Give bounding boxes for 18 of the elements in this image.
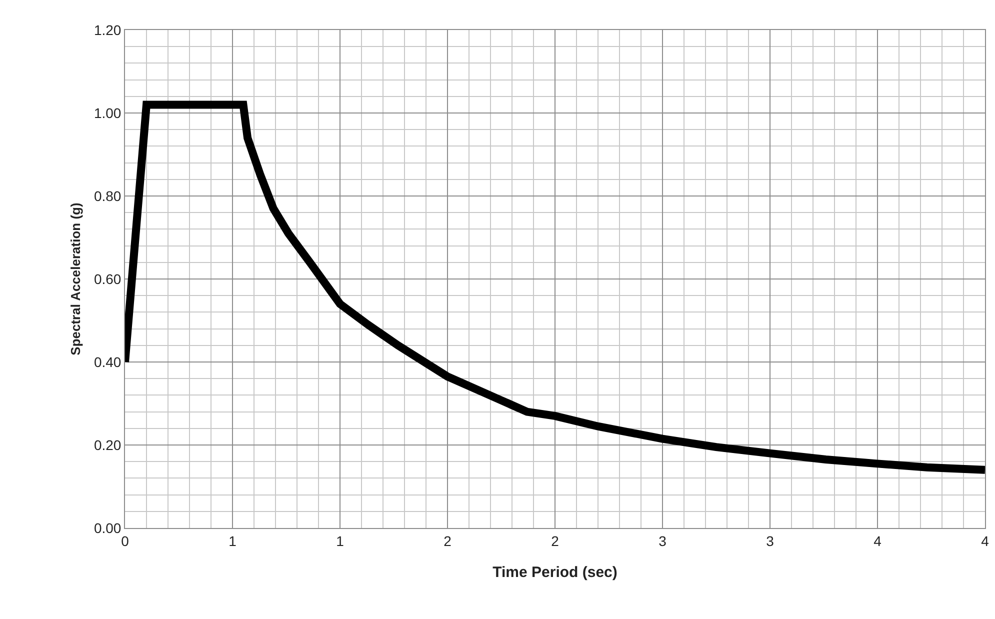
x-tick-label: 2	[444, 532, 452, 549]
y-tick-label: 0.80	[94, 188, 122, 204]
x-tick-label: 3	[766, 532, 774, 549]
y-tick-label: 0.20	[94, 436, 122, 453]
x-axis-title: Time Period (sec)	[492, 564, 618, 581]
y-tick-label: 0.60	[94, 270, 122, 287]
x-tick-label: 2	[551, 532, 560, 549]
y-tick-label: 0.00	[94, 520, 122, 536]
x-tick-label: 3	[658, 532, 667, 549]
x-tick-label: 4	[874, 532, 882, 549]
x-tick-label: 1	[228, 532, 237, 549]
x-tick-label: 1	[336, 532, 344, 549]
x-tick-label: 0	[121, 532, 130, 549]
y-tick-label: 1.00	[94, 104, 122, 121]
x-tick-label: 4	[981, 532, 990, 549]
y-tick-label: 0.40	[94, 354, 122, 370]
y-axis-title: Spectral Acceleration (g)	[68, 202, 83, 356]
y-tick-label: 1.20	[94, 22, 122, 38]
